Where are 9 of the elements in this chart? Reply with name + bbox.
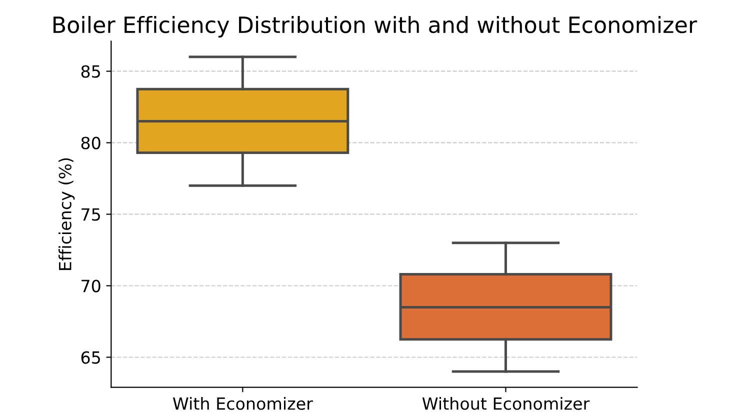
- x-tick-label: Without Economizer: [422, 397, 590, 410]
- y-tick-label: 80: [81, 136, 100, 150]
- y-tick-label: 85: [81, 65, 100, 78]
- y-axis-title: Efficiency (%): [58, 158, 75, 270]
- chart-title: Boiler Efficiency Distribution with and without Economizer: [54, 16, 698, 38]
- y-tick-label: 70: [82, 280, 100, 292]
- y-tick-label: 65: [81, 351, 100, 364]
- y-tick-label: 75: [82, 208, 100, 221]
- x-tick-label: With Economizer: [172, 397, 313, 410]
